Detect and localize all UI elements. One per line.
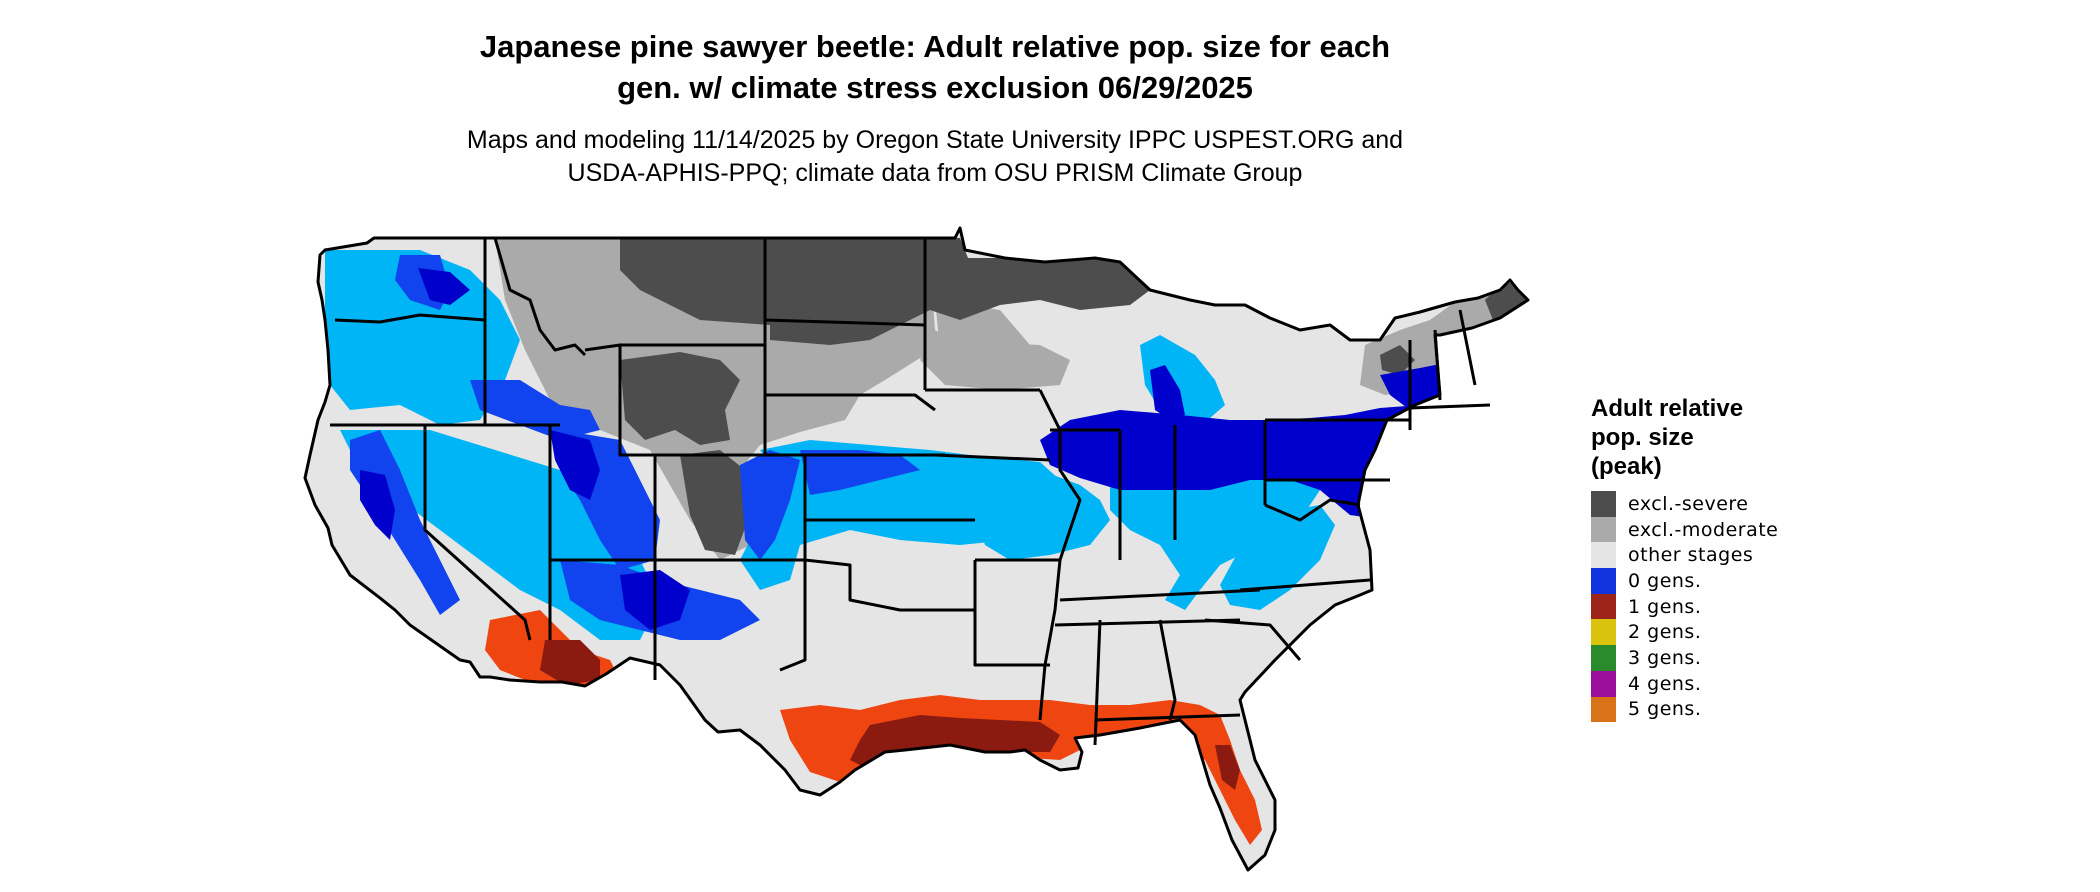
one-gen-dark-florida (1215, 745, 1240, 790)
excl-severe-region-dakotas (620, 238, 1150, 345)
legend-label: excl.-moderate (1628, 518, 1779, 541)
legend-swatch (1591, 516, 1616, 543)
map-title-line-1: Japanese pine sawyer beetle: Adult relat… (479, 29, 1391, 64)
legend-label: 2 gens. (1628, 621, 1702, 644)
legend-title-line-1: Adult relative (1591, 395, 1744, 422)
sd-ne-border (765, 393, 936, 412)
zero-gens-mid-colorado (740, 450, 800, 560)
legend-item: 4 gens. (1591, 670, 1891, 697)
zero-gens-dark-california (360, 470, 395, 540)
zero-gens-mid-idaho (470, 380, 600, 440)
legend-title: Adult relative pop. size (peak) (1591, 394, 1891, 481)
legend-label: 5 gens. (1628, 698, 1702, 721)
legend-item: excl.-moderate (1591, 516, 1891, 543)
legend-items: excl.-severe excl.-moderate other stages 0 … (1591, 491, 1891, 723)
al-ga-border (1158, 619, 1177, 721)
vt-nh-border (1433, 329, 1442, 401)
nd-sd-border (764, 318, 926, 327)
nm-tx-border (779, 560, 807, 672)
legend-swatch (1591, 670, 1616, 697)
legend-swatch (1591, 593, 1616, 620)
wv-va-border (1264, 498, 1361, 522)
legend-title-line-3: (peak) (1591, 453, 1662, 480)
excl-severe-region-maine (1485, 282, 1528, 330)
legend-item: excl.-severe (1591, 491, 1891, 517)
ca-nv-border (423, 425, 532, 641)
ga-fl-border (1094, 713, 1241, 722)
ia-mo-border (934, 453, 1051, 462)
legend-item: 3 gens. (1591, 645, 1891, 671)
nc-sc-border (1204, 618, 1302, 661)
map-subtitle-line-1: Maps and modeling 11/14/2025 by Oregon S… (466, 126, 1404, 154)
one-gen-dark-arizona (540, 640, 600, 685)
zero-gens-dark-nevada (550, 430, 600, 500)
map-legend: Adult relative pop. size (peak) excl.-se… (1591, 394, 1891, 723)
mississippi-river-border (1038, 389, 1082, 721)
map-title: Japanese pine sawyer beetle: Adult relat… (0, 26, 1870, 108)
legend-label: other stages (1628, 544, 1754, 567)
legend-label: 1 gens. (1628, 595, 1702, 618)
legend-item: 0 gens. (1591, 568, 1891, 594)
excl-severe-region-adirondack (1380, 345, 1415, 375)
legend-label: 3 gens. (1628, 646, 1702, 669)
zero-gens-dark-michigan (1150, 365, 1185, 420)
map-subtitle: Maps and modeling 11/14/2025 by Oregon S… (0, 124, 1870, 190)
legend-swatch (1591, 696, 1616, 723)
state-borders (303, 226, 1530, 872)
map-title-line-2: gen. w/ climate stress exclusion 06/29/2… (617, 70, 1253, 105)
co-border (655, 453, 807, 562)
legend-swatch (1591, 645, 1616, 671)
legend-swatch (1591, 568, 1616, 594)
legend-label: excl.-severe (1628, 492, 1749, 515)
ok-tx-border (804, 558, 977, 612)
legend-swatch (1591, 491, 1616, 517)
map-subtitle-line-2: USDA-APHIS-PPQ; climate data from OSU PR… (567, 159, 1303, 187)
one-gen-dark-texas-louisiana (850, 715, 1060, 770)
ms-al-border (1093, 619, 1102, 746)
nh-me-border (1458, 309, 1477, 386)
zero-gens-dark-washington (418, 268, 470, 305)
zero-gens-light-midwest (960, 470, 1110, 560)
va-nc-border (1239, 578, 1371, 592)
wa-or-border (334, 313, 486, 324)
legend-label: 4 gens. (1628, 672, 1702, 695)
legend-label: 0 gens. (1628, 569, 1702, 592)
excl-severe-region-wyoming (620, 352, 740, 445)
id-mt-border (493, 237, 587, 357)
zero-gens-mid-kansas (800, 450, 920, 495)
legend-item: 5 gens. (1591, 696, 1891, 723)
ar-la-border (973, 610, 1050, 667)
ky-tn-border (1059, 588, 1261, 602)
legend-swatch (1591, 619, 1616, 646)
ma-ct-border (1409, 403, 1491, 410)
legend-item: other stages (1591, 542, 1891, 569)
legend-item: 1 gens. (1591, 593, 1891, 620)
legend-title-line-2: pop. size (1591, 424, 1694, 451)
legend-item: 2 gens. (1591, 619, 1891, 646)
excl-severe-region-colorado (680, 450, 748, 555)
legend-swatch (1591, 542, 1616, 569)
zero-gens-light-appalachia (1220, 505, 1335, 610)
